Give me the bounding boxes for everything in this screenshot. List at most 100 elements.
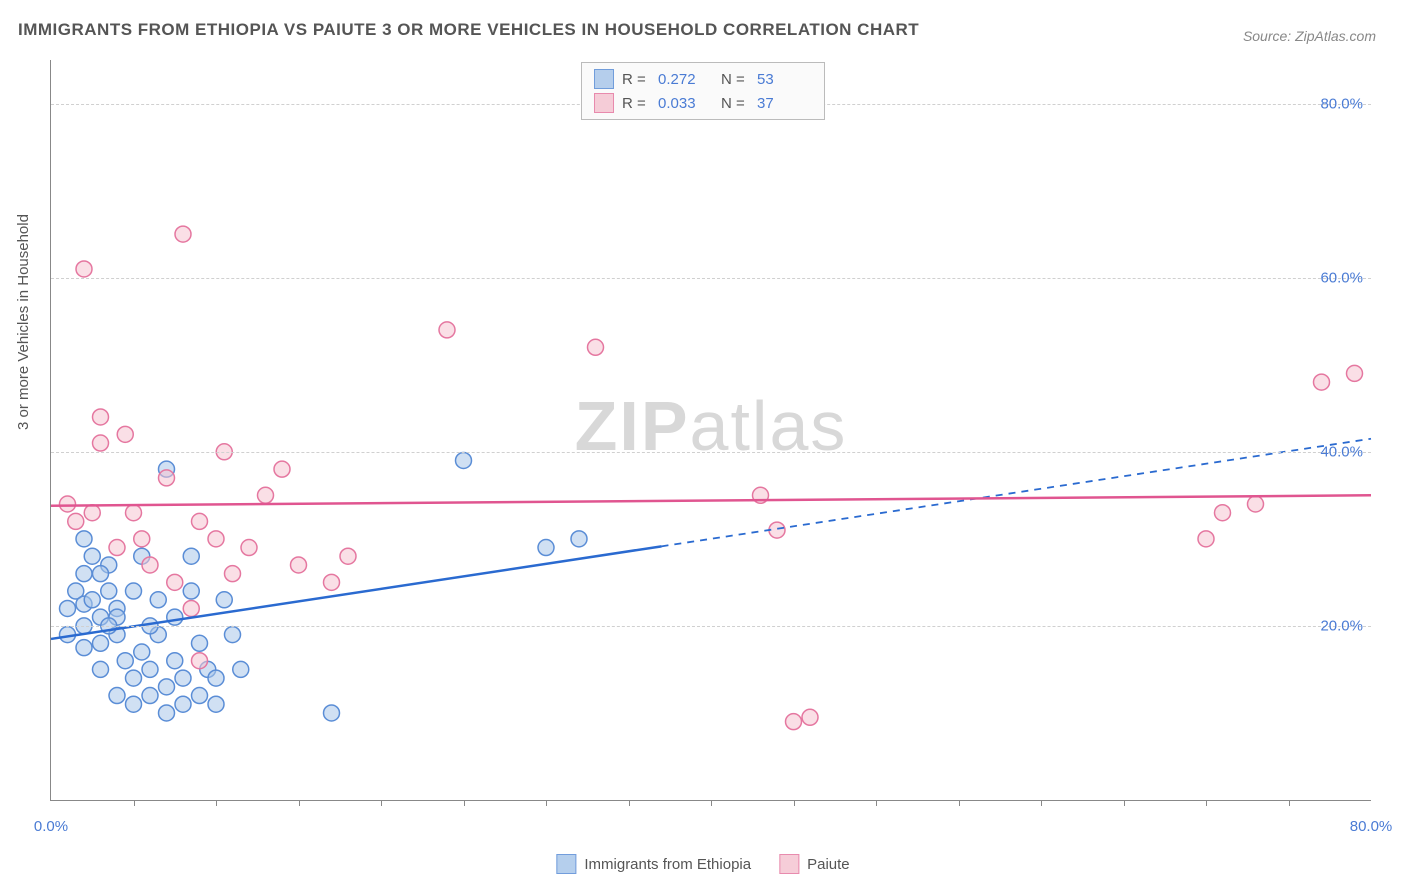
scatter-point bbox=[76, 640, 92, 656]
legend-item: Paiute bbox=[779, 854, 850, 874]
y-tick-label: 80.0% bbox=[1320, 95, 1363, 112]
x-minor-tick bbox=[464, 800, 465, 806]
scatter-point bbox=[93, 435, 109, 451]
chart-title: IMMIGRANTS FROM ETHIOPIA VS PAIUTE 3 OR … bbox=[18, 20, 919, 40]
scatter-point bbox=[802, 709, 818, 725]
x-tick-label: 0.0% bbox=[34, 818, 68, 835]
legend-item: Immigrants from Ethiopia bbox=[556, 854, 751, 874]
scatter-point bbox=[1347, 365, 1363, 381]
scatter-point bbox=[93, 635, 109, 651]
legend-series: Immigrants from Ethiopia Paiute bbox=[556, 854, 849, 874]
x-minor-tick bbox=[959, 800, 960, 806]
scatter-point bbox=[175, 670, 191, 686]
scatter-point bbox=[126, 583, 142, 599]
scatter-point bbox=[274, 461, 290, 477]
x-tick-label: 80.0% bbox=[1350, 818, 1393, 835]
scatter-point bbox=[93, 409, 109, 425]
scatter-point bbox=[68, 513, 84, 529]
scatter-point bbox=[216, 592, 232, 608]
scatter-point bbox=[150, 592, 166, 608]
legend-label: Immigrants from Ethiopia bbox=[584, 856, 751, 873]
scatter-point bbox=[538, 540, 554, 556]
scatter-point bbox=[439, 322, 455, 338]
scatter-point bbox=[233, 661, 249, 677]
scatter-point bbox=[208, 696, 224, 712]
scatter-point bbox=[192, 653, 208, 669]
scatter-point bbox=[142, 688, 158, 704]
scatter-point bbox=[1248, 496, 1264, 512]
scatter-point bbox=[340, 548, 356, 564]
legend-label: Paiute bbox=[807, 856, 850, 873]
scatter-point bbox=[117, 426, 133, 442]
scatter-point bbox=[159, 470, 175, 486]
scatter-point bbox=[93, 566, 109, 582]
scatter-point bbox=[76, 261, 92, 277]
scatter-point bbox=[142, 557, 158, 573]
scatter-point bbox=[183, 600, 199, 616]
scatter-point bbox=[1215, 505, 1231, 521]
gridline bbox=[51, 452, 1371, 453]
legend-swatch bbox=[556, 854, 576, 874]
plot-area: ZIPatlas 20.0%40.0%60.0%80.0%0.0%80.0% bbox=[50, 60, 1371, 801]
chart-svg bbox=[51, 60, 1371, 800]
x-minor-tick bbox=[381, 800, 382, 806]
scatter-point bbox=[291, 557, 307, 573]
scatter-point bbox=[93, 661, 109, 677]
scatter-point bbox=[571, 531, 587, 547]
x-minor-tick bbox=[629, 800, 630, 806]
scatter-point bbox=[192, 513, 208, 529]
scatter-point bbox=[1314, 374, 1330, 390]
y-axis-label: 3 or more Vehicles in Household bbox=[15, 214, 32, 430]
scatter-point bbox=[208, 670, 224, 686]
scatter-point bbox=[142, 661, 158, 677]
x-minor-tick bbox=[299, 800, 300, 806]
scatter-point bbox=[1198, 531, 1214, 547]
scatter-point bbox=[84, 548, 100, 564]
x-minor-tick bbox=[1124, 800, 1125, 806]
scatter-point bbox=[60, 600, 76, 616]
y-tick-label: 40.0% bbox=[1320, 443, 1363, 460]
legend-stat-row: R =0.033N =37 bbox=[594, 91, 812, 115]
trend-line bbox=[51, 495, 1371, 505]
scatter-point bbox=[324, 574, 340, 590]
scatter-point bbox=[192, 688, 208, 704]
x-minor-tick bbox=[1041, 800, 1042, 806]
scatter-point bbox=[126, 670, 142, 686]
scatter-point bbox=[225, 627, 241, 643]
y-tick-label: 60.0% bbox=[1320, 269, 1363, 286]
scatter-point bbox=[60, 496, 76, 512]
scatter-point bbox=[76, 531, 92, 547]
legend-r-value: 0.033 bbox=[658, 95, 713, 112]
legend-stats: R =0.272N =53R =0.033N =37 bbox=[581, 62, 825, 120]
legend-n-value: 53 bbox=[757, 71, 812, 88]
scatter-point bbox=[167, 653, 183, 669]
scatter-point bbox=[159, 705, 175, 721]
scatter-point bbox=[109, 540, 125, 556]
legend-n-label: N = bbox=[721, 71, 749, 88]
legend-swatch bbox=[779, 854, 799, 874]
scatter-point bbox=[175, 226, 191, 242]
legend-swatch bbox=[594, 69, 614, 89]
scatter-point bbox=[175, 696, 191, 712]
scatter-point bbox=[183, 548, 199, 564]
gridline bbox=[51, 626, 1371, 627]
y-tick-label: 20.0% bbox=[1320, 617, 1363, 634]
scatter-point bbox=[192, 635, 208, 651]
scatter-point bbox=[769, 522, 785, 538]
x-minor-tick bbox=[711, 800, 712, 806]
scatter-point bbox=[109, 688, 125, 704]
legend-r-label: R = bbox=[622, 95, 650, 112]
scatter-point bbox=[159, 679, 175, 695]
scatter-point bbox=[84, 592, 100, 608]
scatter-point bbox=[101, 583, 117, 599]
x-minor-tick bbox=[1206, 800, 1207, 806]
scatter-point bbox=[167, 574, 183, 590]
scatter-point bbox=[76, 566, 92, 582]
scatter-point bbox=[241, 540, 257, 556]
scatter-point bbox=[324, 705, 340, 721]
scatter-point bbox=[208, 531, 224, 547]
scatter-point bbox=[588, 339, 604, 355]
gridline bbox=[51, 278, 1371, 279]
scatter-point bbox=[167, 609, 183, 625]
scatter-point bbox=[786, 714, 802, 730]
